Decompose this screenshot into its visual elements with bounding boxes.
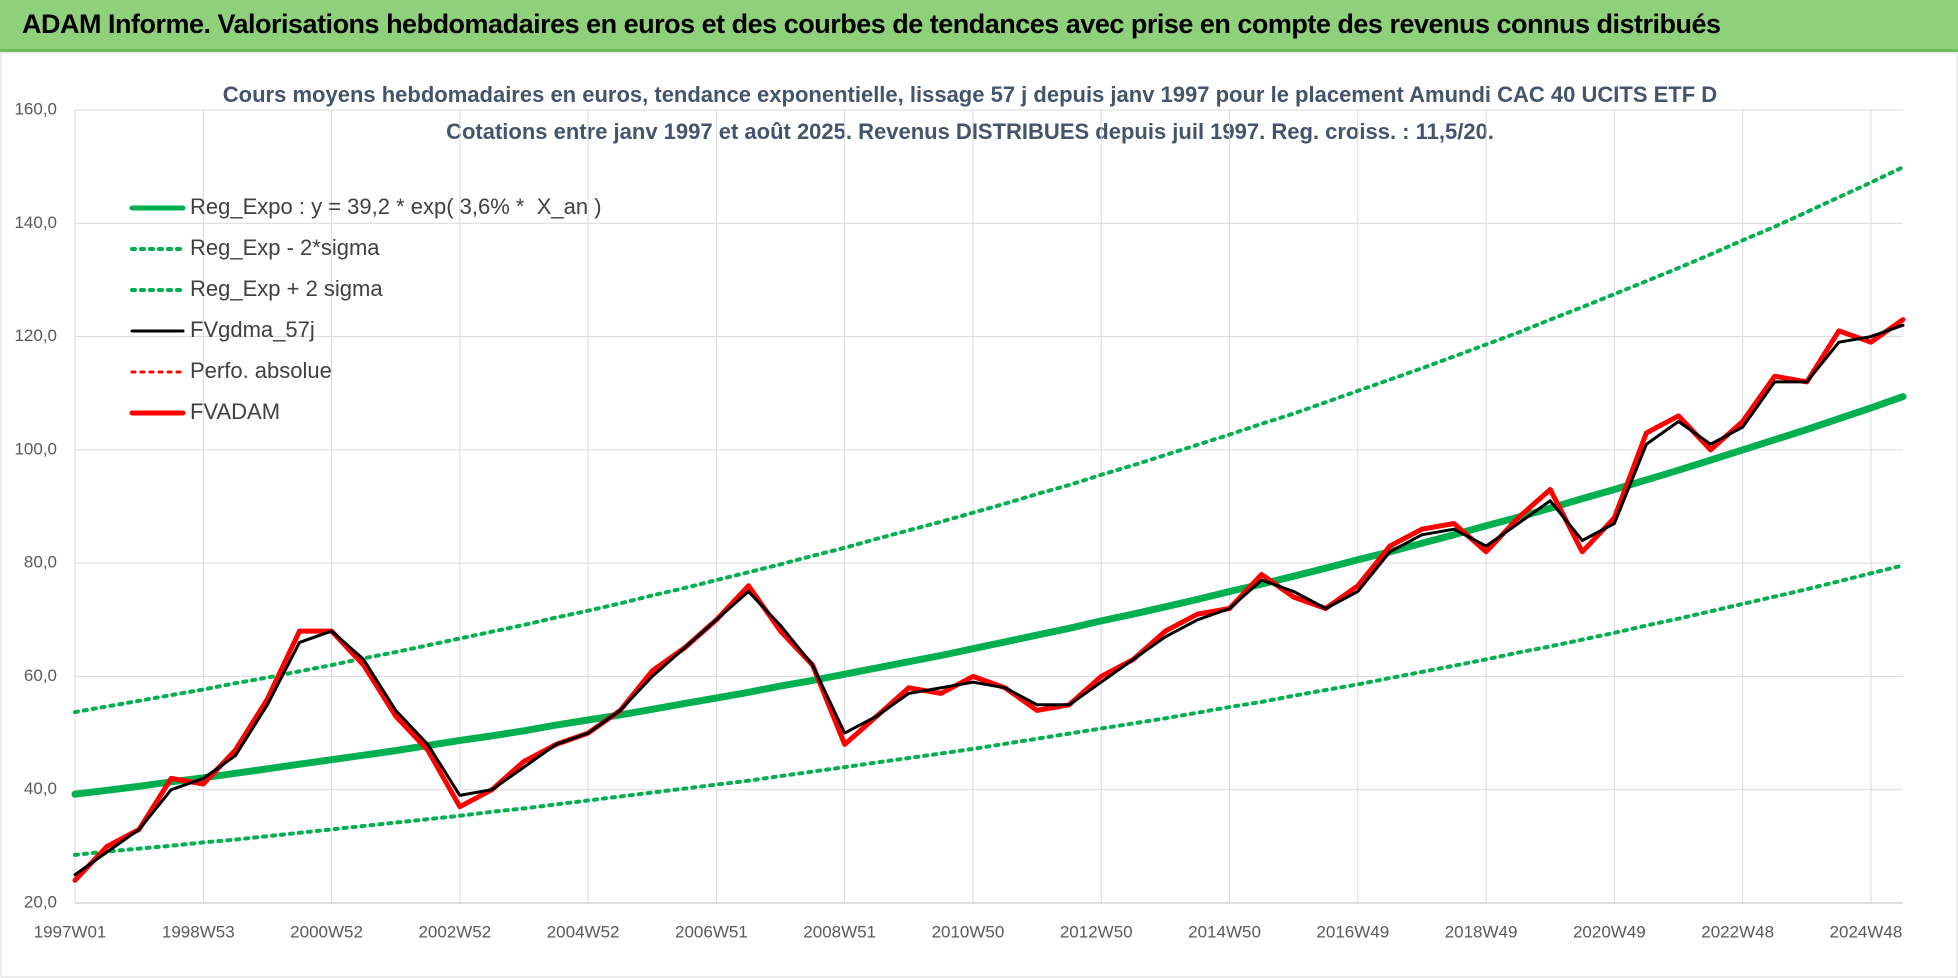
x-tick-label: 2016W49 bbox=[1316, 922, 1389, 941]
y-tick-label: 120,0 bbox=[14, 326, 57, 345]
x-tick-label: 1998W53 bbox=[162, 922, 235, 941]
chart: Cours moyens hebdomadaires en euros, ten… bbox=[0, 52, 1958, 978]
x-tick-label: 2020W49 bbox=[1573, 922, 1646, 941]
x-tick-label: 2012W50 bbox=[1060, 922, 1133, 941]
series-line bbox=[72, 317, 1906, 883]
x-tick-label: 2022W48 bbox=[1701, 922, 1774, 941]
x-tick-label: 2024W48 bbox=[1830, 922, 1903, 941]
y-tick-label: 80,0 bbox=[24, 553, 57, 572]
x-tick-label: 2004W52 bbox=[547, 922, 620, 941]
series-line bbox=[73, 318, 1905, 882]
x-tick-label: 2000W52 bbox=[290, 922, 363, 941]
legend-label: Reg_Exp - 2*sigma bbox=[190, 235, 380, 260]
y-tick-label: 100,0 bbox=[14, 439, 57, 458]
legend-label: FVgdma_57j bbox=[190, 317, 315, 342]
chart-frame bbox=[0, 52, 1958, 978]
x-tick-label: 1997W01 bbox=[34, 922, 107, 941]
y-tick-label: 40,0 bbox=[24, 779, 57, 798]
y-tick-label: 60,0 bbox=[24, 666, 57, 685]
legend-label: FVADAM bbox=[190, 399, 280, 424]
series-line bbox=[73, 165, 1905, 715]
banner-title: ADAM Informe. Valorisations hebdomadaire… bbox=[22, 9, 1721, 39]
x-tick-label: 2018W49 bbox=[1445, 922, 1518, 941]
y-tick-label: 140,0 bbox=[14, 213, 57, 232]
x-tick-label: 2002W52 bbox=[418, 922, 491, 941]
banner: ADAM Informe. Valorisations hebdomadaire… bbox=[0, 0, 1958, 52]
x-tick-label: 2006W51 bbox=[675, 922, 748, 941]
x-tick-label: 2008W51 bbox=[803, 922, 876, 941]
legend-label: Reg_Expo : y = 39,2 * exp( 3,6% * X_an ) bbox=[190, 194, 602, 219]
chart-subtitle: Cotations entre janv 1997 et août 2025. … bbox=[446, 119, 1494, 144]
legend-label: Perfo. absolue bbox=[190, 358, 332, 383]
series-line bbox=[73, 563, 1905, 857]
y-tick-label: 20,0 bbox=[24, 892, 57, 911]
chart-title: Cours moyens hebdomadaires en euros, ten… bbox=[223, 82, 1717, 107]
series-line bbox=[71, 393, 1907, 798]
y-tick-label: 160,0 bbox=[14, 99, 57, 118]
series-line bbox=[73, 323, 1905, 877]
legend-label: Reg_Exp + 2 sigma bbox=[190, 276, 383, 301]
x-tick-label: 2010W50 bbox=[932, 922, 1005, 941]
x-tick-label: 2014W50 bbox=[1188, 922, 1261, 941]
